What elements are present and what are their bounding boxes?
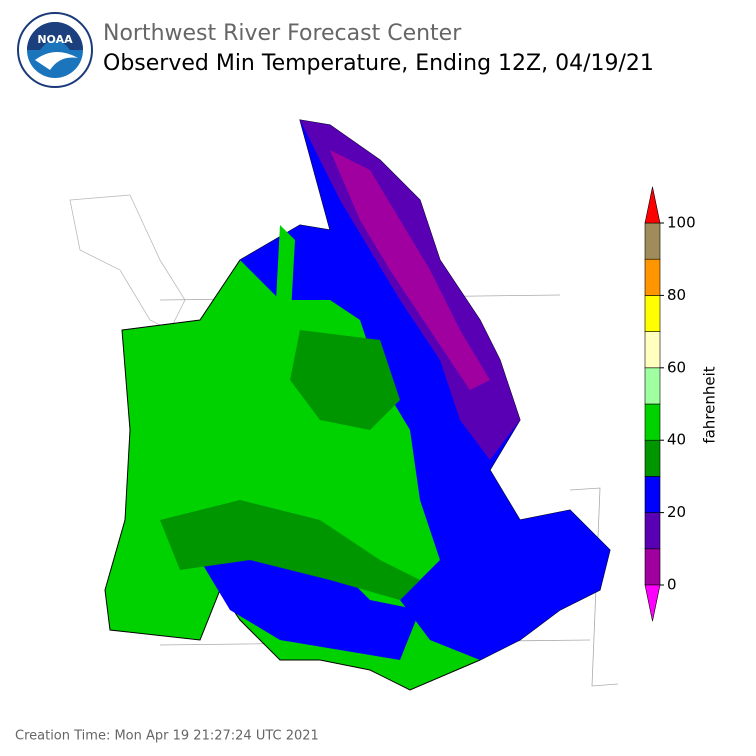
- colorbar-segment: [644, 512, 661, 550]
- colorbar-tick-label: 60: [667, 358, 686, 376]
- colorbar-segment: [644, 548, 661, 586]
- colorbar-segment: [644, 222, 661, 260]
- colorbar-segment: [644, 367, 661, 405]
- logo-text: NOAA: [37, 33, 73, 46]
- noaa-logo: NOAA: [17, 12, 93, 88]
- colorbar-segment: [644, 258, 661, 296]
- creation-time: Creation Time: Mon Apr 19 21:27:24 UTC 2…: [15, 729, 319, 744]
- colorbar-segment: [644, 331, 661, 369]
- colorbar-tick-label: 100: [667, 214, 696, 232]
- colorbar-tick-label: 0: [667, 576, 677, 594]
- basin-map: [69, 119, 619, 691]
- org-name: Northwest River Forecast Center: [103, 21, 462, 46]
- colorbar-segment: [644, 439, 661, 477]
- colorbar-segment: [644, 476, 661, 513]
- colorbar-tick-label: 20: [667, 503, 686, 521]
- colorbar-segment: [644, 295, 661, 332]
- colorbar-label: fahrenheit: [701, 366, 719, 443]
- colorbar: 0 20 40 60 80 100: [644, 186, 696, 622]
- over-arrow: [644, 186, 661, 224]
- colorbar-tick-label: 40: [667, 431, 686, 449]
- colorbar-tick-label: 80: [667, 286, 686, 304]
- under-arrow: [644, 584, 661, 622]
- map-title: Observed Min Temperature, Ending 12Z, 04…: [103, 51, 654, 76]
- colorbar-segment: [644, 403, 661, 441]
